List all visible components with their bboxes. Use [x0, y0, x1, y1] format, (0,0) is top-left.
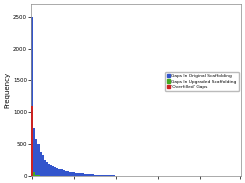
- Bar: [117, 175, 119, 176]
- Bar: [102, 175, 105, 176]
- Bar: [79, 173, 81, 176]
- Bar: [105, 175, 107, 176]
- Bar: [86, 174, 88, 176]
- Bar: [61, 169, 62, 176]
- Bar: [73, 172, 75, 176]
- Bar: [54, 167, 56, 176]
- Bar: [84, 174, 86, 176]
- Bar: [109, 175, 111, 176]
- Bar: [121, 175, 123, 176]
- Bar: [33, 172, 35, 176]
- Bar: [69, 171, 71, 176]
- Bar: [90, 174, 92, 176]
- Bar: [46, 163, 48, 176]
- Bar: [107, 175, 109, 176]
- Bar: [92, 174, 94, 176]
- Bar: [65, 171, 67, 176]
- Bar: [44, 160, 46, 176]
- Bar: [98, 175, 100, 176]
- Bar: [48, 164, 50, 176]
- Bar: [37, 144, 39, 176]
- Bar: [42, 156, 44, 176]
- Bar: [58, 169, 61, 176]
- Bar: [111, 175, 113, 176]
- Bar: [31, 166, 33, 176]
- Bar: [113, 175, 115, 176]
- Bar: [56, 168, 58, 176]
- Bar: [39, 175, 42, 176]
- Bar: [52, 166, 54, 176]
- Legend: Gaps In Original Scaffolding, Gaps In Upgraded Scaffolding, 'Overfilled' Gaps: Gaps In Original Scaffolding, Gaps In Up…: [165, 72, 239, 91]
- Bar: [75, 173, 77, 176]
- Bar: [35, 175, 37, 176]
- Bar: [39, 152, 42, 176]
- Bar: [119, 175, 121, 176]
- Bar: [88, 174, 90, 176]
- Bar: [67, 171, 69, 176]
- Bar: [81, 173, 84, 176]
- Bar: [33, 128, 35, 176]
- Bar: [37, 175, 39, 176]
- Bar: [62, 170, 65, 176]
- Bar: [35, 139, 37, 176]
- Bar: [77, 173, 79, 176]
- Bar: [31, 106, 33, 176]
- Bar: [94, 175, 96, 176]
- Bar: [100, 175, 102, 176]
- Bar: [50, 165, 52, 176]
- Y-axis label: Frequency: Frequency: [4, 72, 10, 108]
- Bar: [115, 175, 117, 176]
- Bar: [31, 17, 33, 176]
- Bar: [96, 175, 98, 176]
- Bar: [71, 172, 73, 176]
